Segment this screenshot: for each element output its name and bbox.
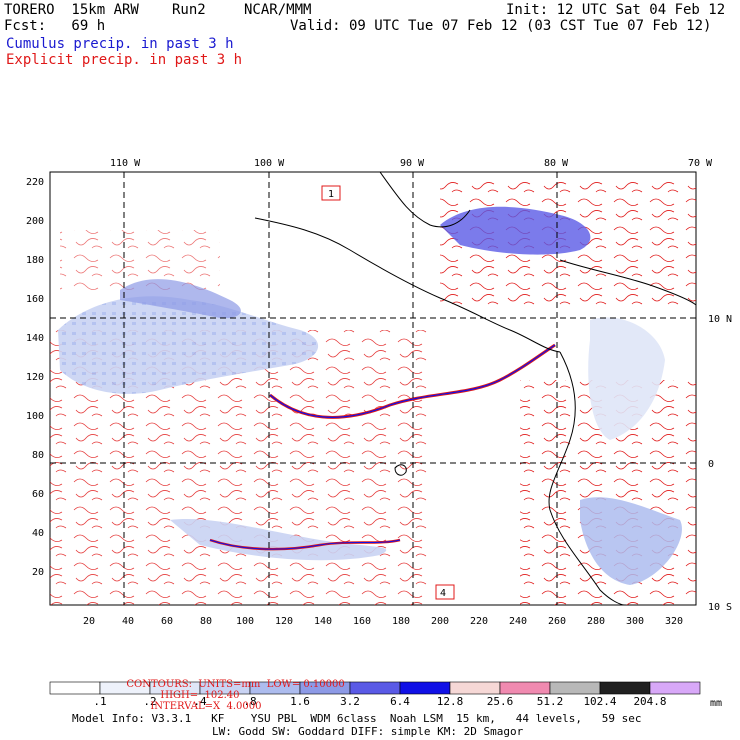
y-tick: 120 [26, 372, 44, 383]
colorbar-swatch [599, 681, 651, 695]
contours-info: CONTOURS: UNITS=mm LOW= 0.10000 HIGH= 10… [120, 668, 345, 712]
colorbar [49, 681, 701, 695]
y-tick: 20 [32, 567, 44, 578]
colorbar-label: 51.2 [537, 695, 564, 708]
colorbar-swatch [499, 681, 551, 695]
x-tick: 320 [665, 616, 683, 627]
valid-time: Valid: 09 UTC Tue 07 Feb 12 (03 CST Tue … [290, 18, 712, 34]
x-tick: 20 [83, 616, 95, 627]
y-tick: 180 [26, 255, 44, 266]
colorbar-swatch [49, 681, 101, 695]
colorbar-units: mm [710, 698, 722, 709]
colorbar-label: 3.2 [340, 695, 360, 708]
cumulus-precip-area-east [588, 317, 665, 440]
colorbar-swatch [449, 681, 501, 695]
y-tick: 100 [26, 411, 44, 422]
lat-label-10s: 10 S [708, 602, 732, 613]
x-tick: 80 [200, 616, 212, 627]
x-tick: 100 [236, 616, 254, 627]
colorbar-label: .2 [143, 695, 156, 708]
explicit-precip-field-mid [60, 230, 220, 290]
lat-label-0: 0 [708, 459, 714, 470]
marker-box-4 [435, 584, 455, 600]
model-title: TORERO 15km ARW [4, 2, 139, 18]
contours-high: HIGH= 102.40 [160, 690, 240, 701]
lon-label-80w: 80 W [544, 158, 569, 169]
y-tick: 200 [26, 216, 44, 227]
marker-label-1: 1 [328, 189, 334, 200]
colorbar-label: .4 [193, 695, 207, 708]
cumulus-precip-area-west-north [120, 279, 241, 319]
x-tick: 220 [470, 616, 488, 627]
coastline-caribbean [559, 259, 696, 306]
y-tick: 220 [26, 177, 44, 188]
marker-label-4: 4 [440, 588, 446, 599]
model-info-line1: Model Info: V3.3.1 KF YSU PBL WDM 6class… [72, 712, 642, 725]
legend-explicit: Explicit precip. in past 3 h [6, 52, 243, 68]
coastline-galapagos [394, 464, 407, 476]
y-tick: 160 [26, 294, 44, 305]
colorbar-label: 6.4 [390, 695, 410, 708]
cumulus-precip-area-se [580, 497, 682, 585]
cumulus-precip-area-sw [170, 519, 387, 561]
lat-lon-grid [50, 172, 696, 605]
marker-box-1 [321, 185, 341, 201]
x-tick: 120 [275, 616, 293, 627]
coastline-central-america [254, 217, 561, 353]
y-tick: 80 [32, 450, 44, 461]
colorbar-label: .1 [93, 695, 106, 708]
y-tick: 60 [32, 489, 44, 500]
x-tick: 180 [392, 616, 410, 627]
itcz-precip-band-north-core [269, 344, 556, 418]
contours-label: CONTOURS: UNITS=mm LOW= 0.10000 [126, 679, 345, 690]
x-tick: 160 [353, 616, 371, 627]
x-tick: 140 [314, 616, 332, 627]
init-time: Init: 12 UTC Sat 04 Feb 12 [506, 2, 726, 18]
x-tick: 240 [509, 616, 527, 627]
x-tick: 60 [161, 616, 173, 627]
lat-label-10n: 10 N [708, 314, 732, 325]
lon-label-90w: 90 W [400, 158, 425, 169]
contours-interval: INTERVAL=X 4.0000 [150, 701, 262, 712]
colorbar-label: 12.8 [437, 695, 464, 708]
x-tick: 260 [548, 616, 566, 627]
cumulus-precip-area-west [58, 296, 319, 394]
x-tick: 280 [587, 616, 605, 627]
lon-label-110w: 110 W [110, 158, 141, 169]
lon-label-70w: 70 W [688, 158, 713, 169]
y-tick: 40 [32, 528, 44, 539]
colorbar-label: .8 [243, 695, 256, 708]
center-label: NCAR/MMM [244, 2, 312, 18]
legend-cumulus: Cumulus precip. in past 3 h [6, 36, 234, 52]
cumulus-precip-area-ne [440, 206, 591, 255]
run-label: Run2 [172, 2, 206, 18]
x-tick: 200 [431, 616, 449, 627]
model-info-line2: LW: Godd SW: Goddard DIFF: simple KM: 2D… [212, 725, 524, 738]
coastline-yucatan [379, 172, 471, 228]
forecast-hour: Fcst: 69 h [4, 18, 106, 34]
y-tick: 140 [26, 333, 44, 344]
lon-label-100w: 100 W [254, 158, 285, 169]
colorbar-label: 204.8 [633, 695, 666, 708]
colorbar-swatch [649, 681, 701, 695]
colorbar-label: 25.6 [487, 695, 514, 708]
colorbar-swatch [549, 681, 601, 695]
colorbar-label: 102.4 [583, 695, 616, 708]
colorbar-swatch [349, 681, 401, 695]
colorbar-label: 1.6 [290, 695, 310, 708]
coastline-south-america-west [548, 351, 626, 605]
x-tick: 40 [122, 616, 134, 627]
colorbar-swatch [399, 681, 451, 695]
x-tick: 300 [626, 616, 644, 627]
itcz-precip-band-south-core [209, 539, 401, 550]
